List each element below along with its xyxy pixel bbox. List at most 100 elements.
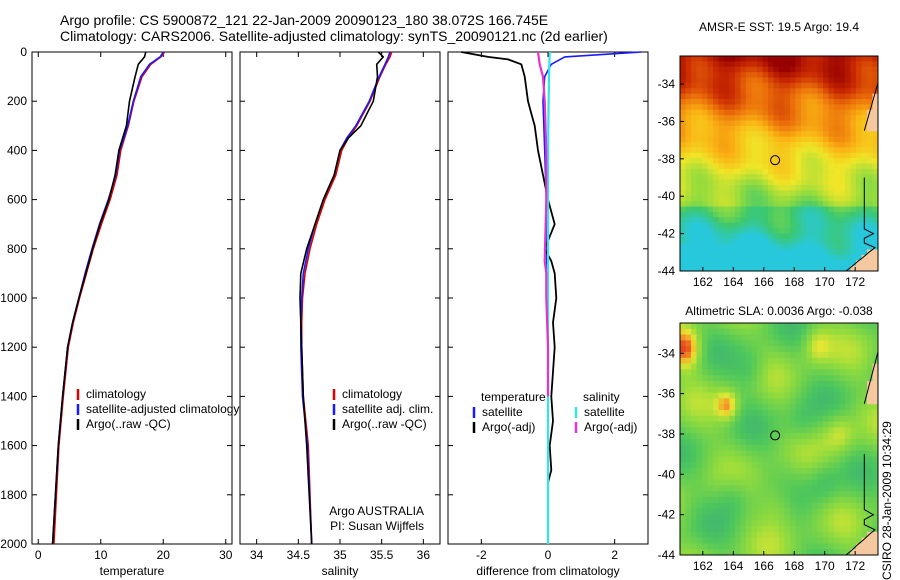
heatmap-cell xyxy=(757,450,764,457)
heatmap-cell xyxy=(773,228,780,234)
heatmap-cell xyxy=(856,152,863,159)
heatmap-cell xyxy=(757,211,764,218)
heatmap-cell xyxy=(801,415,808,423)
heatmap-cell xyxy=(724,340,731,347)
heatmap-cell xyxy=(872,473,878,481)
heatmap-cell xyxy=(861,77,868,84)
heatmap-cell xyxy=(680,491,687,498)
heatmap-cell xyxy=(718,404,725,411)
heatmap-cell xyxy=(784,427,791,434)
heatmap-cell xyxy=(746,174,753,181)
heatmap-cell xyxy=(729,244,736,251)
heatmap-cell xyxy=(702,104,709,111)
heatmap-cell xyxy=(861,526,868,533)
heatmap-cell xyxy=(757,99,764,105)
heatmap-cell xyxy=(691,195,698,202)
heatmap-cell xyxy=(773,346,780,353)
heatmap-cell xyxy=(839,249,846,256)
heatmap-cell xyxy=(850,473,857,481)
heatmap-cell xyxy=(784,56,791,62)
heatmap-cell xyxy=(696,450,703,457)
heatmap-cell xyxy=(707,352,714,359)
heatmap-cell xyxy=(845,340,852,347)
heatmap-cell xyxy=(823,468,830,475)
heatmap-cell xyxy=(735,363,742,370)
heatmap-cell xyxy=(801,456,808,463)
heatmap-cell xyxy=(729,260,736,267)
heatmap-cell xyxy=(823,142,830,148)
heatmap-cell xyxy=(867,549,874,555)
heatmap-cell xyxy=(828,61,835,68)
y-tick-label: -34 xyxy=(658,346,676,360)
heatmap-cell xyxy=(724,120,731,127)
heatmap-cell xyxy=(691,185,698,191)
heatmap-cell xyxy=(845,363,852,370)
heatmap-cell xyxy=(735,450,742,457)
heatmap-cell xyxy=(779,228,786,234)
heatmap-cell xyxy=(817,109,824,116)
heatmap-cell xyxy=(713,537,720,544)
heatmap-cell xyxy=(768,514,775,521)
heatmap-cell xyxy=(696,233,703,240)
heatmap-cell xyxy=(872,174,878,181)
heatmap-cell xyxy=(845,228,852,234)
heatmap-cell xyxy=(751,190,758,197)
heatmap-cell xyxy=(850,531,857,539)
heatmap-cell xyxy=(702,265,709,271)
heatmap-cell xyxy=(685,369,692,376)
heatmap-cell xyxy=(751,152,758,159)
heatmap-cell xyxy=(707,228,714,234)
y-tick-label: 400 xyxy=(7,143,27,157)
heatmap-cell xyxy=(817,485,824,492)
heatmap-cell xyxy=(696,152,703,159)
heatmap-cell xyxy=(680,99,687,105)
heatmap-cell xyxy=(806,381,813,388)
heatmap-cell xyxy=(762,222,769,229)
heatmap-cell xyxy=(724,238,731,245)
heatmap-cell xyxy=(812,526,819,533)
heatmap-cell xyxy=(784,375,791,382)
heatmap-cell xyxy=(823,168,830,175)
heatmap-cell xyxy=(713,206,720,213)
heatmap-cell xyxy=(762,77,769,84)
heatmap-cell xyxy=(713,222,720,229)
heatmap-cell xyxy=(718,531,725,539)
heatmap-cell xyxy=(773,392,780,399)
heatmap-cell xyxy=(834,120,841,127)
heatmap-cell xyxy=(801,249,808,256)
heatmap-cell xyxy=(784,421,791,428)
heatmap-cell xyxy=(751,468,758,475)
heatmap-cell xyxy=(812,206,819,213)
heatmap-cell xyxy=(812,520,819,527)
heatmap-cell xyxy=(702,185,709,191)
heatmap-cell xyxy=(751,386,758,394)
heatmap-cell xyxy=(850,206,857,213)
heatmap-cell xyxy=(779,265,786,271)
heatmap-cell xyxy=(806,217,813,224)
heatmap-cell xyxy=(817,340,824,347)
heatmap-cell xyxy=(850,502,857,510)
heatmap-cell xyxy=(872,244,878,251)
heatmap-cell xyxy=(702,142,709,148)
heatmap-cell xyxy=(861,421,868,428)
heatmap-cell xyxy=(718,462,725,469)
heatmap-cell xyxy=(762,392,769,399)
heatmap-cell xyxy=(801,340,808,347)
heatmap-cell xyxy=(768,142,775,148)
heatmap-cell xyxy=(707,543,714,550)
heatmap-cell xyxy=(872,491,878,498)
heatmap-cell xyxy=(713,543,720,550)
heatmap-cell xyxy=(861,363,868,370)
heatmap-cell xyxy=(724,375,731,382)
heatmap-cell xyxy=(834,260,841,267)
heatmap-cell xyxy=(828,398,835,405)
heatmap-cell xyxy=(751,238,758,245)
heatmap-cell xyxy=(757,352,764,359)
heatmap-cell xyxy=(845,211,852,218)
heatmap-cell xyxy=(713,254,720,261)
heatmap-cell xyxy=(757,468,764,475)
heatmap-cell xyxy=(801,254,808,261)
heatmap-cell xyxy=(790,222,797,229)
heatmap-cell xyxy=(839,152,846,159)
heatmap-cell xyxy=(795,120,802,127)
